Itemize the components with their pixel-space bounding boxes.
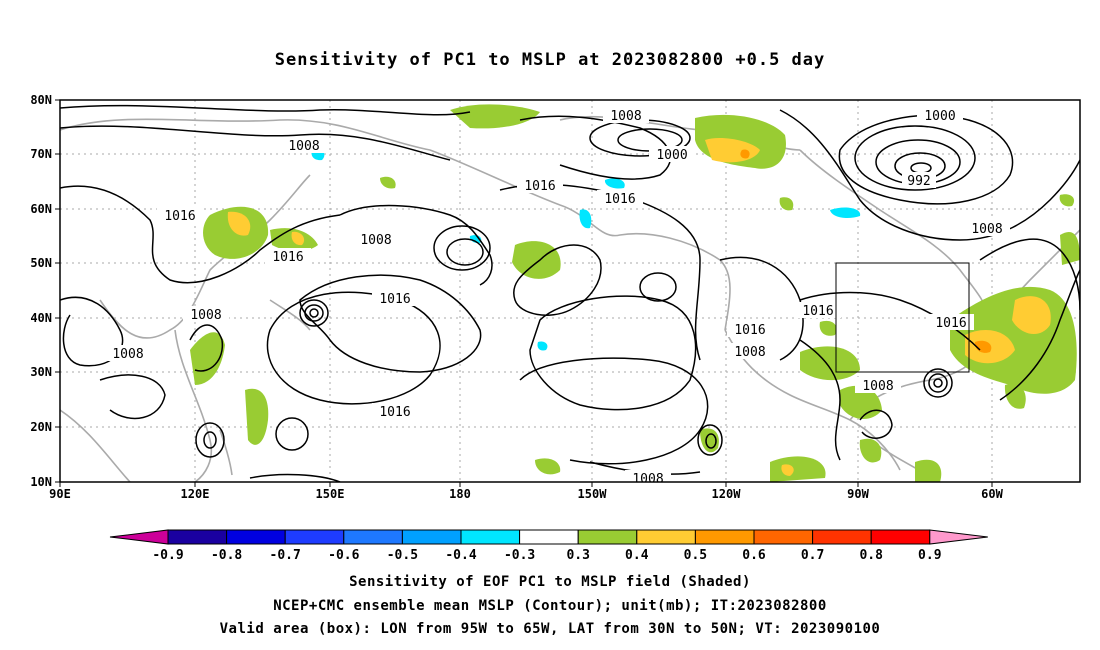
colorbar-label: 0.6 [742, 548, 766, 563]
y-tick-label: 50N [30, 256, 52, 270]
colorbar-swatch [694, 529, 755, 545]
x-tick-label: 180 [449, 487, 471, 501]
x-tick-label: 90E [49, 487, 71, 501]
colorbar-swatch [577, 529, 638, 545]
contour-label: 1008 [190, 308, 221, 323]
y-axis-labels: 80N 70N 60N 50N 40N 30N 20N 10N [30, 93, 52, 489]
contour-label: 1016 [802, 304, 833, 319]
y-tick-label: 70N [30, 147, 52, 161]
contour-label: 1016 [734, 323, 765, 338]
map-content: 1008 1000 1000 992 1008 1016 1016 1016 1… [60, 100, 1080, 487]
contour-label: 1016 [935, 316, 966, 331]
shaded-sensitivity [190, 104, 1080, 482]
colorbar-swatch [812, 529, 872, 545]
colorbar-label: 0.5 [684, 548, 707, 563]
colorbar-swatch [636, 529, 696, 545]
colorbar-label: 0.4 [625, 548, 649, 563]
valid-area-box [835, 262, 970, 373]
contour-label: 1008 [862, 379, 893, 394]
colorbar-label: 0.3 [566, 548, 589, 563]
contour-label: 1016 [604, 192, 635, 207]
gridlines [60, 100, 1080, 482]
colorbar-label: -0.3 [504, 548, 535, 563]
colorbar-label: -0.7 [270, 548, 301, 563]
colorbar-swatch [519, 529, 579, 545]
colorbar-label: -0.9 [152, 548, 183, 563]
contour-label: 1016 [272, 250, 303, 265]
colorbar-label: 0.9 [918, 548, 941, 563]
x-tick-label: 120W [712, 487, 742, 501]
colorbar-label: 0.7 [801, 548, 824, 563]
colorbar-swatch [167, 529, 228, 545]
x-tick-label: 60W [981, 487, 1003, 501]
colorbar-label: -0.5 [387, 548, 418, 563]
colorbar-label: -0.8 [211, 548, 242, 563]
y-tick-label: 30N [30, 365, 52, 379]
x-tick-label: 120E [181, 487, 210, 501]
contour-label: 1016 [379, 292, 410, 307]
colorbar-label: -0.6 [328, 548, 359, 563]
colorbar-label: -0.4 [445, 548, 476, 563]
x-tick-label: 150E [316, 487, 345, 501]
y-tick-label: 80N [30, 93, 52, 107]
y-tick-label: 20N [30, 420, 52, 434]
contour-label: 1016 [164, 209, 195, 224]
x-tick-label: 150W [578, 487, 608, 501]
contour-label: 1008 [112, 347, 143, 362]
contour-label: 1008 [360, 233, 391, 248]
contour-label: 1008 [632, 472, 663, 487]
colorbar-swatch [460, 529, 521, 545]
contour-label: 1008 [734, 345, 765, 360]
plot-title: Sensitivity of PC1 to MSLP at 2023082800… [274, 50, 826, 70]
y-tick-label: 10N [30, 475, 52, 489]
colorbar-swatch [284, 529, 345, 545]
y-tick-label: 40N [30, 311, 52, 325]
footer-line-1: Sensitivity of EOF PC1 to MSLP field (Sh… [349, 574, 751, 590]
footer-line-3: Valid area (box): LON from 95W to 65W, L… [219, 621, 881, 637]
contour-label: 1016 [379, 405, 410, 420]
colorbar-swatch [870, 529, 931, 545]
contour-label: 1000 [656, 148, 687, 163]
footer-line-2: NCEP+CMC ensemble mean MSLP (Contour); u… [273, 598, 827, 614]
contour-label: 1008 [288, 139, 319, 154]
colorbar-right-arrow [929, 529, 988, 545]
colorbar-swatch [753, 529, 814, 545]
colorbar-swatch [401, 529, 462, 545]
contour-labels: 1008 1000 1000 992 1008 1016 1016 1016 1… [105, 107, 1010, 487]
contour-label: 1008 [610, 109, 641, 124]
x-tick-label: 90W [847, 487, 869, 501]
contour-label: 1008 [971, 222, 1002, 237]
colorbar-left-arrow [109, 529, 169, 545]
contour-label: 992 [907, 174, 930, 189]
map-frame [59, 99, 1081, 483]
contour-label: 1000 [924, 109, 955, 124]
colorbar-label: 0.8 [859, 548, 883, 563]
mslp-contours [60, 104, 1080, 482]
colorbar-swatch [226, 529, 286, 545]
axis-ticks [55, 99, 993, 487]
colorbar-swatch [343, 529, 403, 545]
x-axis-labels: 90E 120E 150E 180 150W 120W 90W 60W [49, 487, 1003, 501]
colorbar: -0.9 -0.8 -0.7 -0.6 -0.5 -0.4 -0.3 0.3 0.4 0.5 0.6… [109, 529, 988, 563]
contour-label: 1016 [524, 179, 555, 194]
y-tick-label: 60N [30, 202, 52, 216]
